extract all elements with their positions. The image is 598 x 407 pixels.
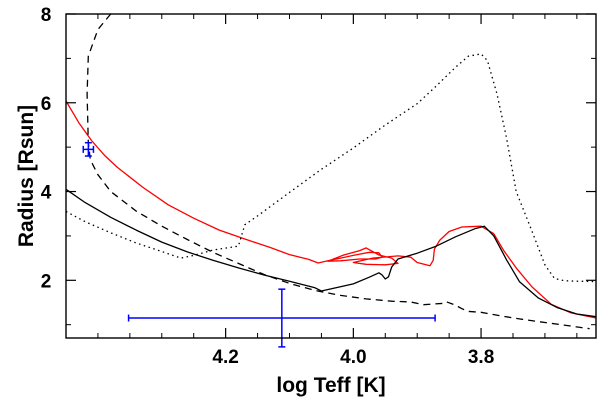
error-bars xyxy=(82,141,436,348)
y-tick-label: 8 xyxy=(41,5,52,26)
error-bar-0 xyxy=(82,141,95,157)
x-tick-label: 3.8 xyxy=(468,347,494,368)
series-line-2 xyxy=(86,13,590,330)
y-axis-ticks: 2 4 6 8 xyxy=(41,5,596,326)
series-line-1 xyxy=(65,188,597,318)
error-bar-1 xyxy=(127,288,436,348)
data-lines xyxy=(65,13,597,330)
series-line-3 xyxy=(65,53,597,283)
plot-frame xyxy=(65,13,597,339)
y-tick-label: 2 xyxy=(41,271,52,292)
y-tick-label: 6 xyxy=(41,94,52,115)
x-tick-label: 4.2 xyxy=(212,347,238,368)
x-tick-label: 4.0 xyxy=(340,347,366,368)
series-line-0 xyxy=(65,100,597,319)
x-axis-label: log Teff [K] xyxy=(276,374,385,397)
y-axis-label: Radius [Rsun] xyxy=(15,105,38,247)
y-tick-label: 4 xyxy=(41,183,52,204)
x-axis-ticks: 4.2 4.0 3.8 xyxy=(65,14,578,368)
